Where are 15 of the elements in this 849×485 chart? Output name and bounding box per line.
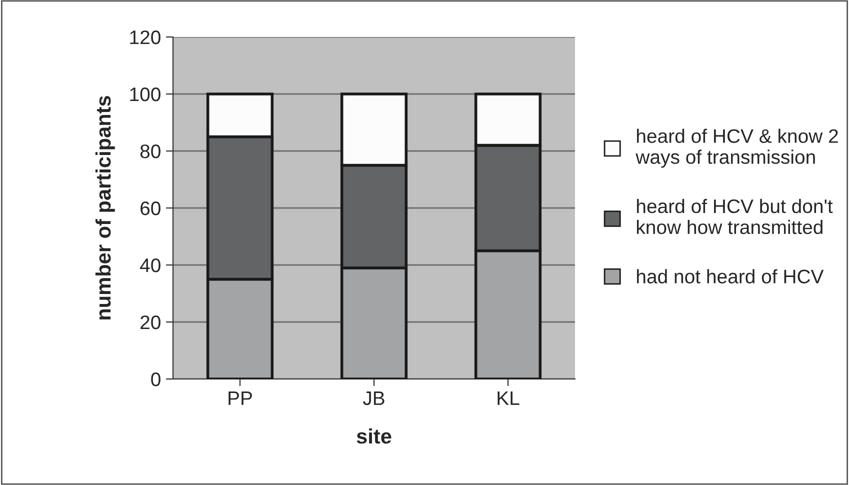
y-axis-title: number of participants [95,96,115,320]
x-axis-title: site [356,428,392,444]
y-tick-label: 80 [140,144,160,158]
legend-label: had not heard of HCV [637,269,824,284]
y-tick-label: 0 [151,372,160,386]
y-tick-label: 120 [130,30,160,44]
legend-label: heard of HCV but don't know how transmitted [636,198,833,234]
y-tick-label: 20 [140,315,160,330]
legend-label: heard of HCV & know 2 ways of transmission [636,128,838,168]
y-tick-label: 40 [140,258,160,272]
x-tick-label: PP [228,392,252,405]
y-tick-label: 100 [130,87,160,102]
x-tick-label: JB [362,392,384,406]
x-tick-label: KL [498,392,520,405]
y-tick-label: 60 [140,201,160,216]
